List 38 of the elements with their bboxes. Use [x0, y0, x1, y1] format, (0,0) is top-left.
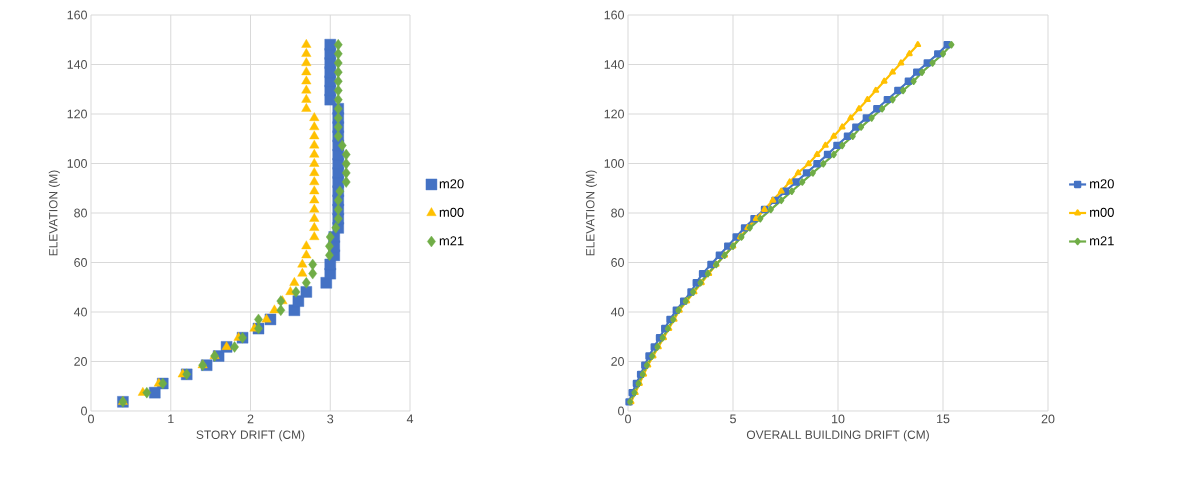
- x-tick-label: 20: [1041, 414, 1055, 424]
- y-axis-title: ELEVATION (M): [585, 170, 597, 256]
- x-tick-label: 5: [730, 414, 736, 424]
- y-tick-label: 140: [604, 60, 624, 69]
- legend-label: m00: [439, 207, 464, 217]
- legend-label: m20: [1090, 179, 1114, 189]
- x-tick-label: 10: [832, 414, 845, 424]
- x-axis-title: OVERALL BUILDING DRIFT (CM): [746, 430, 929, 442]
- y-tick-label: 120: [67, 109, 87, 119]
- y-tick-label: 60: [611, 258, 624, 267]
- y-tick-label: 0: [81, 406, 87, 416]
- legend-label: m00: [1090, 207, 1114, 217]
- y-tick-label: 140: [67, 60, 87, 69]
- y-axis-title: ELEVATION (M): [48, 170, 60, 256]
- y-tick-label: 60: [74, 258, 87, 267]
- y-tick-label: 20: [611, 357, 624, 366]
- y-tick-label: 100: [67, 159, 87, 168]
- legend-label: m20: [439, 179, 464, 189]
- x-tick-label: 1: [168, 414, 174, 424]
- x-tick-label: 2: [247, 414, 254, 424]
- x-tick-label: 0: [88, 414, 94, 424]
- legend-label: m21: [439, 236, 464, 246]
- y-tick-label: 20: [74, 357, 87, 366]
- y-tick-label: 40: [73, 307, 87, 317]
- y-tick-label: 100: [604, 159, 624, 168]
- x-tick-label: 0: [625, 414, 631, 424]
- x-axis-title: STORY DRIFT (CM): [196, 430, 305, 442]
- x-tick-label: 15: [937, 414, 950, 424]
- legend-label: m21: [1090, 236, 1114, 246]
- y-tick-label: 120: [604, 109, 624, 119]
- y-tick-label: 80: [611, 208, 624, 218]
- x-tick-label: 4: [406, 414, 414, 424]
- y-tick-label: 40: [610, 307, 624, 317]
- x-tick-label: 3: [327, 414, 334, 424]
- y-tick-label: 160: [67, 10, 87, 20]
- y-tick-label: 80: [74, 208, 87, 218]
- y-tick-label: 160: [604, 10, 624, 20]
- y-tick-label: 0: [618, 406, 624, 416]
